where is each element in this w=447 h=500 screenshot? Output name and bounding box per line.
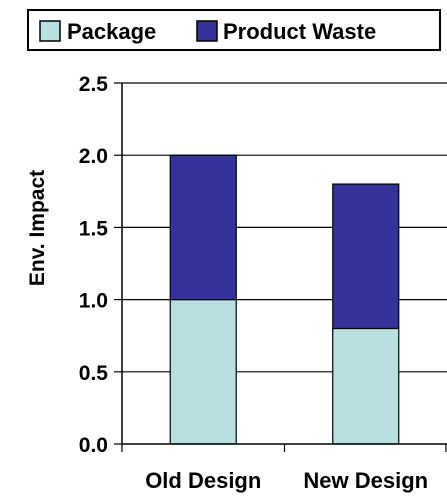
y-axis-title: Env. Impact — [26, 170, 49, 286]
y-tick-label: 2.5 — [79, 73, 109, 96]
bars — [169, 154, 400, 445]
legend-label-product-waste: Product Waste — [223, 19, 376, 44]
x-category-label: New Design — [303, 468, 428, 493]
y-tick-label: 2.0 — [79, 145, 108, 168]
y-tick-label: 0.0 — [79, 434, 108, 457]
legend: Package Product Waste — [27, 9, 441, 51]
legend-swatch-package — [39, 20, 61, 42]
bar-product-waste-old-design — [169, 154, 237, 301]
x-category-label: Old Design — [145, 468, 261, 493]
legend-border — [27, 9, 441, 51]
bar-product-waste-new-design — [332, 183, 400, 330]
legend-swatch-product-waste — [196, 20, 218, 42]
bar-package-old-design — [169, 299, 237, 445]
y-tick-label: 1.0 — [79, 290, 108, 313]
y-tick-label: 0.5 — [79, 362, 109, 385]
bar-package-new-design — [332, 327, 400, 445]
axes — [114, 82, 447, 452]
legend-label-package: Package — [67, 19, 156, 44]
y-tick-label: 1.5 — [79, 217, 109, 240]
tick-labels: 0.0 0.5 1.0 1.5 2.0 2.5 Old Design New Design — [79, 73, 428, 493]
